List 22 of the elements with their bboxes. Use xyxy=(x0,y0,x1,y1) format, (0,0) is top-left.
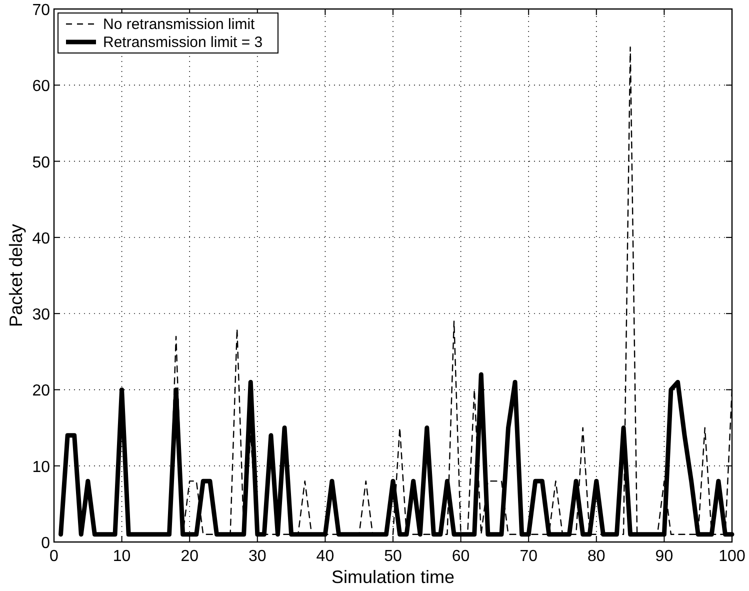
y-tick-label: 10 xyxy=(32,458,50,476)
x-tick-label: 60 xyxy=(452,548,470,565)
x-tick-label: 70 xyxy=(520,548,538,565)
y-tick-label: 50 xyxy=(32,154,50,172)
x-tick-label: 20 xyxy=(180,548,199,565)
y-tick-label: 60 xyxy=(32,78,50,96)
x-tick-label: 10 xyxy=(112,548,131,565)
y-tick-label: 40 xyxy=(32,230,50,248)
x-axis-title: Simulation time xyxy=(331,567,455,587)
x-tick-label: 100 xyxy=(718,548,746,565)
y-axis-title: Packet delay xyxy=(6,224,26,328)
x-tick-label: 30 xyxy=(248,548,266,565)
y-tick-label: 0 xyxy=(41,535,50,552)
x-tick-label: 40 xyxy=(316,548,334,565)
legend-label: Retransmission limit = 3 xyxy=(103,34,263,51)
y-tick-label: 70 xyxy=(32,2,50,19)
x-tick-label: 90 xyxy=(655,548,674,565)
legend-label: No retransmission limit xyxy=(103,16,256,33)
y-tick-label: 20 xyxy=(32,382,50,400)
x-tick-label: 50 xyxy=(384,548,402,565)
x-tick-label: 80 xyxy=(588,548,606,565)
y-tick-label: 30 xyxy=(32,306,50,324)
